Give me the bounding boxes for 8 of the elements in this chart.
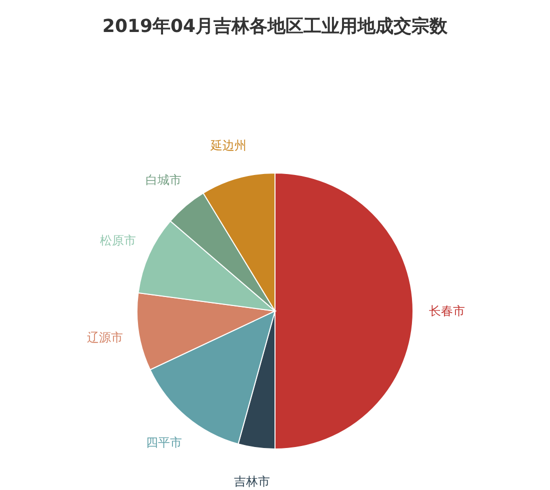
slice-label: 辽源市	[87, 330, 124, 344]
slice-label: 延边州	[210, 138, 247, 152]
slice-label: 吉林市	[234, 474, 270, 488]
chart-title: 2019年04月吉林各地区工业用地成交宗数	[102, 16, 449, 37]
slice-label: 白城市	[146, 172, 182, 187]
slice-label: 长春市	[429, 304, 465, 318]
slice-label: 四平市	[146, 435, 182, 450]
slice-label: 松原市	[100, 234, 136, 248]
